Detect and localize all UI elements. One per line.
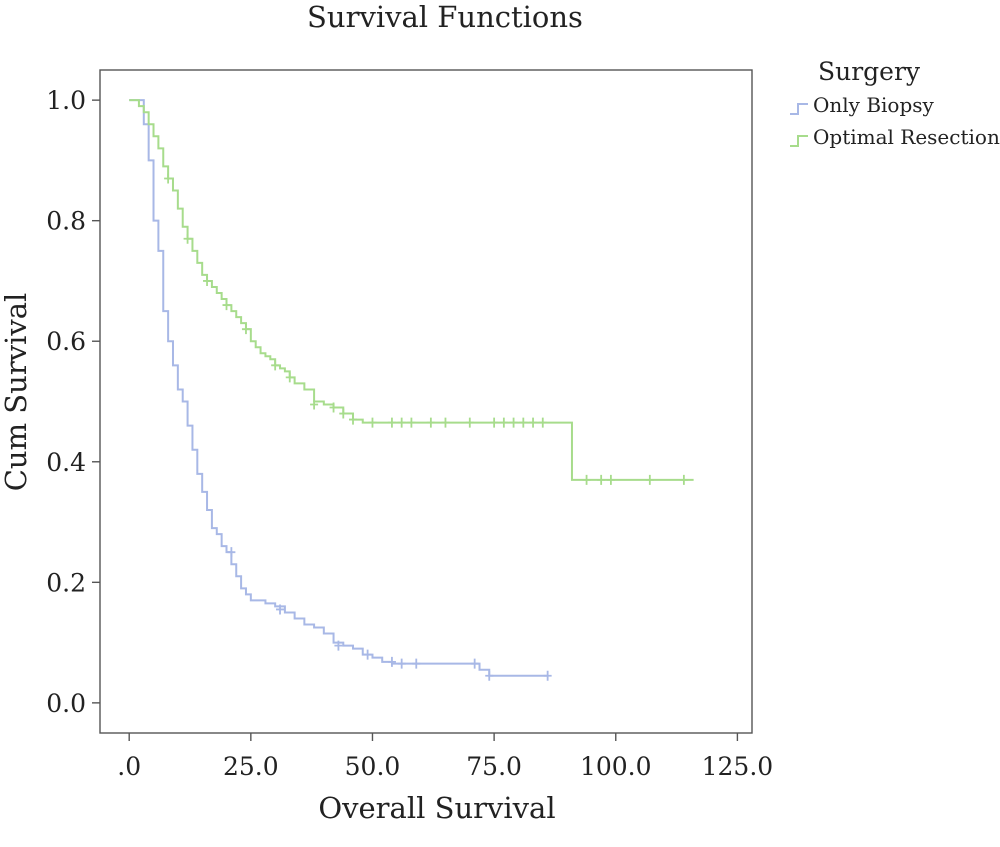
x-tick-label: 75.0 — [466, 752, 522, 781]
censor-mark — [227, 547, 236, 558]
y-tick-label: 1.0 — [46, 86, 86, 115]
censor-mark — [285, 372, 294, 383]
x-tick-label: 50.0 — [345, 752, 401, 781]
censor-mark — [582, 474, 591, 485]
y-axis-ticks: 0.0 0.2 0.4 0.6 0.8 1.0 — [46, 86, 100, 718]
censor-mark — [529, 417, 538, 428]
censor-mark — [509, 417, 518, 428]
legend-label: Optimal Resection — [813, 125, 1000, 149]
chart-title: Survival Functions — [307, 0, 583, 34]
censor-mark — [465, 417, 474, 428]
y-axis-label: Cum Survival — [0, 293, 33, 492]
censor-mark — [329, 402, 338, 413]
y-tick-label: 0.8 — [46, 207, 86, 236]
legend-label: Only Biopsy — [813, 93, 935, 117]
censor-mark — [679, 474, 688, 485]
censor-mark — [222, 300, 231, 311]
legend-swatch — [790, 135, 808, 147]
censor-mark — [426, 417, 435, 428]
censor-mark — [349, 414, 358, 425]
censor-mark — [183, 233, 192, 244]
censor-mark — [538, 417, 547, 428]
censor-mark — [470, 658, 479, 669]
series-layer — [129, 99, 694, 681]
censor-mark — [490, 417, 499, 428]
censor-mark — [645, 474, 654, 485]
legend-item: Optimal Resection — [790, 125, 1000, 149]
censor-mark — [276, 604, 285, 615]
censor-mark — [368, 417, 377, 428]
censor-mark — [164, 173, 173, 184]
censor-mark — [606, 474, 615, 485]
censor-mark — [397, 417, 406, 428]
censor-mark — [519, 417, 528, 428]
series-optimal-resection — [129, 99, 694, 485]
censor-mark — [339, 408, 348, 419]
survival-step-line — [129, 99, 548, 677]
x-tick-label: 100.0 — [580, 752, 652, 781]
censor-mark — [387, 417, 396, 428]
censor-mark — [412, 658, 421, 669]
censor-mark — [271, 360, 280, 371]
x-tick-label: 25.0 — [223, 752, 279, 781]
censor-mark — [543, 670, 552, 681]
y-tick-label: 0.4 — [46, 448, 86, 477]
y-tick-label: 0.0 — [46, 689, 86, 718]
plot-frame — [99, 69, 753, 734]
censor-mark — [485, 670, 494, 681]
censor-mark — [310, 399, 319, 410]
censor-mark — [407, 417, 416, 428]
y-tick-label: 0.2 — [46, 568, 86, 597]
x-tick-label: 125.0 — [702, 752, 774, 781]
legend-swatch — [790, 103, 808, 115]
series-only-biopsy — [129, 99, 552, 681]
censor-mark — [387, 656, 396, 667]
legend-title: Surgery — [818, 57, 921, 86]
x-axis-label: Overall Survival — [318, 791, 555, 825]
censor-mark — [241, 324, 250, 335]
censor-mark — [597, 474, 606, 485]
censor-mark — [441, 417, 450, 428]
x-axis-ticks: .0 25.0 50.0 75.0 100.0 125.0 — [117, 733, 773, 781]
censor-mark — [203, 275, 212, 286]
legend-item: Only Biopsy — [790, 93, 935, 117]
censor-mark — [334, 640, 343, 651]
censor-mark — [363, 649, 372, 660]
legend: Surgery Only Biopsy Optimal Resection — [790, 57, 1000, 149]
censor-mark — [397, 658, 406, 669]
x-tick-label: .0 — [117, 752, 141, 781]
censor-mark — [499, 417, 508, 428]
y-tick-label: 0.6 — [46, 327, 86, 356]
